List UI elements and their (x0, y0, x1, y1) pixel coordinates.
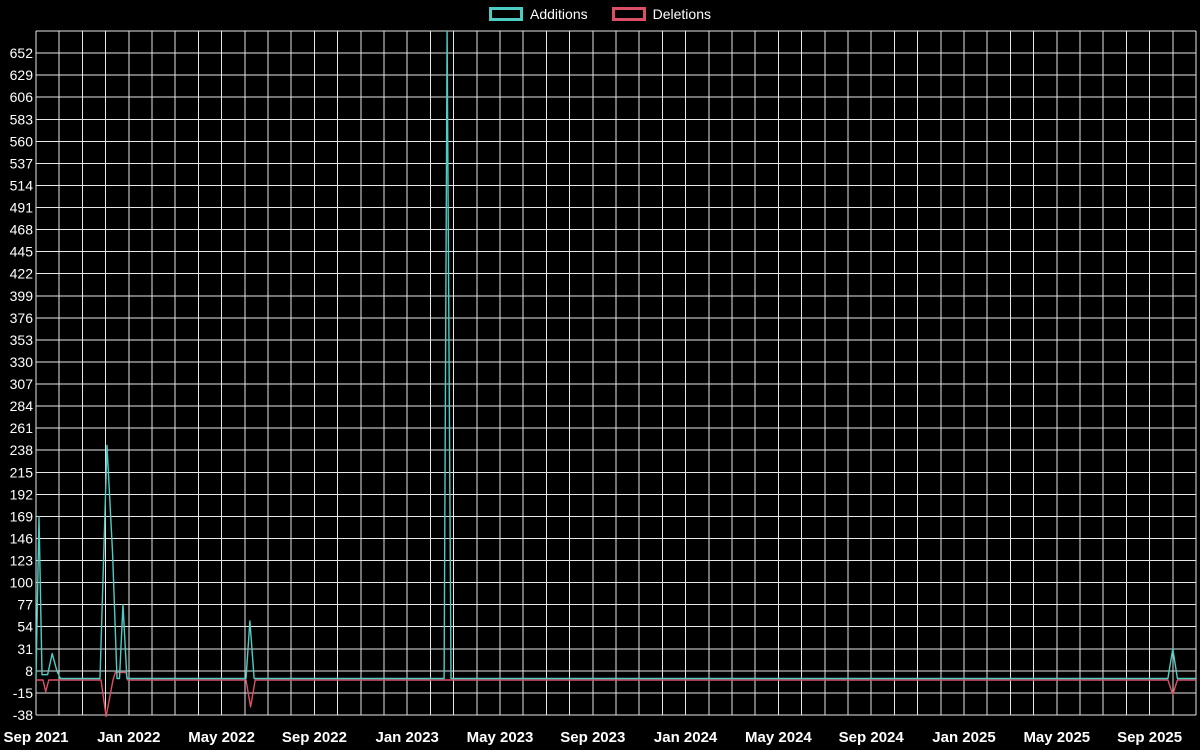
y-tick-label: 606 (10, 89, 34, 105)
y-tick-label: 8 (25, 663, 33, 679)
x-axis-labels: Sep 2021 Jan 2022 May 2022 Sep 2022 Jan 2023… (3, 729, 1182, 746)
y-tick-label: 215 (10, 464, 34, 480)
x-tick-label: May 2025 (1023, 729, 1090, 746)
legend-item-deletions[interactable]: Deletions (611, 6, 711, 22)
x-tick-label: Sep 2021 (3, 729, 68, 746)
x-tick-label: May 2022 (188, 729, 255, 746)
y-tick-label: 192 (10, 486, 34, 502)
y-tick-label: 468 (10, 222, 34, 238)
y-tick-label: 629 (10, 67, 34, 83)
y-tick-label: 330 (10, 354, 34, 370)
x-tick-label: Sep 2023 (560, 729, 625, 746)
y-tick-label: 491 (10, 200, 34, 216)
y-tick-label: 652 (10, 45, 34, 61)
y-tick-label: 77 (17, 597, 33, 613)
grid (35, 30, 1197, 716)
deletions-swatch-icon (611, 7, 646, 21)
y-tick-label: 422 (10, 266, 34, 282)
y-tick-label: -15 (13, 685, 33, 701)
y-tick-label: 445 (10, 244, 34, 260)
legend-label-deletions: Deletions (652, 6, 711, 22)
y-tick-label: 284 (10, 398, 34, 414)
legend-label-additions: Additions (530, 6, 588, 22)
y-tick-label: 169 (10, 508, 34, 524)
y-tick-label: 123 (10, 553, 34, 569)
legend-item-additions[interactable]: Additions (489, 7, 588, 21)
y-tick-label: 560 (10, 133, 34, 149)
additions-swatch-icon (489, 7, 524, 21)
chart-legend: Additions Deletions (489, 7, 711, 21)
y-tick-label: 31 (17, 641, 33, 657)
x-tick-label: Sep 2022 (282, 729, 347, 746)
y-tick-label: 238 (10, 442, 34, 458)
y-tick-label: -38 (13, 707, 33, 723)
y-tick-label: 537 (10, 155, 34, 171)
y-tick-label: 514 (10, 177, 34, 193)
y-tick-label: 353 (10, 332, 34, 348)
x-tick-label: Sep 2024 (839, 729, 905, 746)
y-axis-labels: 652 629 606 583 560 537 514 491 468 445 422 399 376 3… (10, 45, 34, 723)
x-tick-label: Sep 2025 (1117, 729, 1182, 746)
x-tick-label: Jan 2022 (97, 729, 160, 746)
x-tick-label: Jan 2024 (654, 729, 718, 746)
y-tick-label: 54 (17, 619, 33, 635)
y-tick-label: 583 (10, 111, 34, 127)
x-tick-label: May 2023 (467, 729, 534, 746)
y-tick-label: 146 (10, 530, 34, 546)
y-tick-label: 399 (10, 288, 34, 304)
x-tick-label: Jan 2025 (932, 729, 995, 746)
y-tick-label: 261 (10, 420, 34, 436)
y-tick-label: 307 (10, 376, 34, 392)
x-tick-label: May 2024 (745, 729, 812, 746)
x-tick-label: Jan 2023 (376, 729, 439, 746)
additions-line (35, 30, 1196, 680)
y-tick-label: 376 (10, 310, 34, 326)
y-tick-label: 100 (10, 575, 34, 591)
